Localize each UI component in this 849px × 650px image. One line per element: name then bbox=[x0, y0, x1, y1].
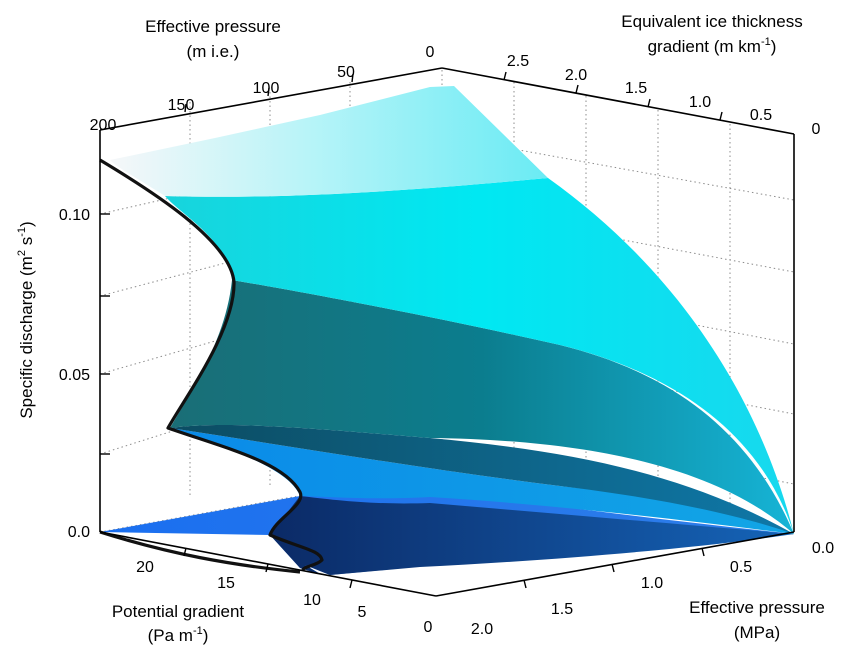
tick-label: 0.05 bbox=[59, 367, 90, 384]
surface-mesh bbox=[100, 86, 794, 575]
surface-cyan-upper bbox=[165, 178, 794, 534]
tick-label: 0 bbox=[424, 619, 433, 636]
tick-label: 200 bbox=[90, 117, 117, 134]
tick-label: 2.5 bbox=[507, 53, 529, 70]
tick-label: 5 bbox=[358, 604, 367, 621]
tick-label: 15 bbox=[217, 575, 235, 592]
axis-title-line: Potential gradient bbox=[112, 602, 245, 621]
surface-teal-mid bbox=[170, 280, 794, 534]
tick-label: 0.0 bbox=[68, 524, 90, 541]
tick-label: 1.5 bbox=[551, 601, 573, 618]
tick-label: 100 bbox=[253, 80, 280, 97]
tick-marks bbox=[100, 71, 723, 589]
tick-label: 20 bbox=[136, 559, 154, 576]
tick-label: 0.5 bbox=[750, 107, 772, 124]
surface-blue-band bbox=[170, 428, 794, 534]
axis-title-line: Effective pressure bbox=[145, 17, 281, 36]
tick-label: 0.5 bbox=[730, 559, 752, 576]
axis-title-line: Effective pressure bbox=[689, 598, 825, 617]
axis-title-vertical: Specific discharge (m2 s-1) bbox=[16, 221, 36, 418]
axis-title-line: Equivalent ice thickness bbox=[621, 12, 802, 31]
tick-label: 2.0 bbox=[565, 67, 587, 84]
tick-label: 0.0 bbox=[812, 540, 834, 557]
tick-label: 0.10 bbox=[59, 207, 90, 224]
axis-title-line: (Pa m-1) bbox=[148, 625, 209, 645]
surface-dark-mid bbox=[170, 425, 794, 534]
tick-label: 10 bbox=[303, 592, 321, 609]
axis-title-line: gradient (m km-1) bbox=[648, 36, 777, 56]
surface-front-edge bbox=[99, 158, 324, 571]
axis-title-line: (MPa) bbox=[734, 623, 780, 642]
tick-label: 50 bbox=[337, 64, 355, 81]
tick-label: 0 bbox=[426, 44, 435, 61]
axis-title-bottom-left: Potential gradient (Pa m-1) bbox=[112, 602, 245, 645]
axis-title-bottom-right: Effective pressure (MPa) bbox=[689, 598, 825, 642]
tick-label: 150 bbox=[168, 97, 195, 114]
axis-title-top-front: Effective pressure (m i.e.) bbox=[145, 17, 281, 61]
tick-label: 2.0 bbox=[471, 621, 493, 638]
tick-label: 1.5 bbox=[625, 80, 647, 97]
surface-dark-lower bbox=[270, 496, 794, 575]
tick-label: 1.0 bbox=[689, 94, 711, 111]
tick-labels: 0.0 0.05 0.10 200 150 100 50 0 2.5 2.0 1… bbox=[59, 44, 834, 638]
floor-front-edge bbox=[99, 530, 301, 574]
axis-title-line: (m i.e.) bbox=[187, 42, 240, 61]
axis-title-top-right: Equivalent ice thickness gradient (m km-… bbox=[621, 12, 802, 56]
tick-label: 0 bbox=[812, 121, 821, 138]
surface-top bbox=[110, 86, 548, 197]
axis-title-line: Specific discharge (m2 s-1) bbox=[16, 221, 36, 418]
tick-label: 1.0 bbox=[641, 575, 663, 592]
